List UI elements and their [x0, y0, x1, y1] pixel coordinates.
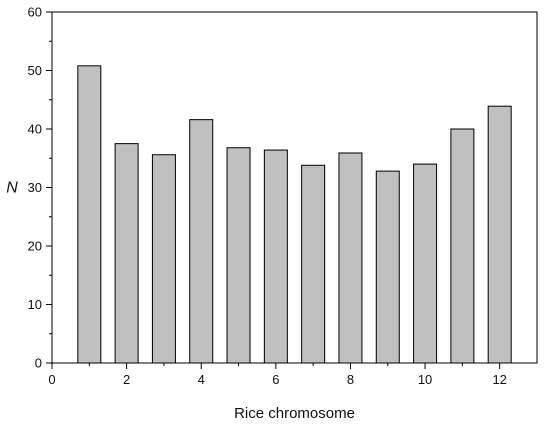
y-tick-label: 0 — [35, 356, 42, 371]
bar-chromosome-11 — [450, 128, 475, 364]
bar-chromosome-4 — [189, 119, 214, 364]
bar-chromosome-7 — [301, 164, 326, 364]
bars-layer — [77, 65, 512, 364]
x-tick-label: 6 — [272, 372, 279, 387]
bar-chromosome-9 — [375, 170, 400, 364]
bar-chromosome-8 — [338, 152, 363, 364]
y-tick-label: 20 — [28, 239, 42, 254]
bar-chromosome-2 — [114, 143, 139, 364]
x-tick-label: 2 — [123, 372, 130, 387]
bar-chromosome-5 — [226, 147, 251, 364]
x-tick-label: 12 — [492, 372, 506, 387]
y-axis-title: N — [6, 180, 18, 197]
bar-chromosome-1 — [77, 65, 102, 364]
y-tick-label: 40 — [28, 122, 42, 137]
y-tick-label: 60 — [28, 5, 42, 20]
y-tick-label: 50 — [28, 63, 42, 78]
y-tick-label: 10 — [28, 297, 42, 312]
bar-chromosome-3 — [151, 154, 176, 364]
bar-chromosome-6 — [263, 149, 288, 364]
x-tick-label: 8 — [347, 372, 354, 387]
x-tick-label: 4 — [198, 372, 205, 387]
bar-chromosome-12 — [487, 105, 512, 364]
bar-chromosome-10 — [413, 163, 438, 364]
x-tick-label: 10 — [418, 372, 432, 387]
x-tick-label: 0 — [48, 372, 55, 387]
x-axis-title: Rice chromosome — [234, 405, 355, 422]
y-tick-label: 30 — [28, 180, 42, 195]
ticks-layer: 0 2 4 6 8 10 12 0 10 20 30 40 50 60 — [28, 5, 507, 388]
